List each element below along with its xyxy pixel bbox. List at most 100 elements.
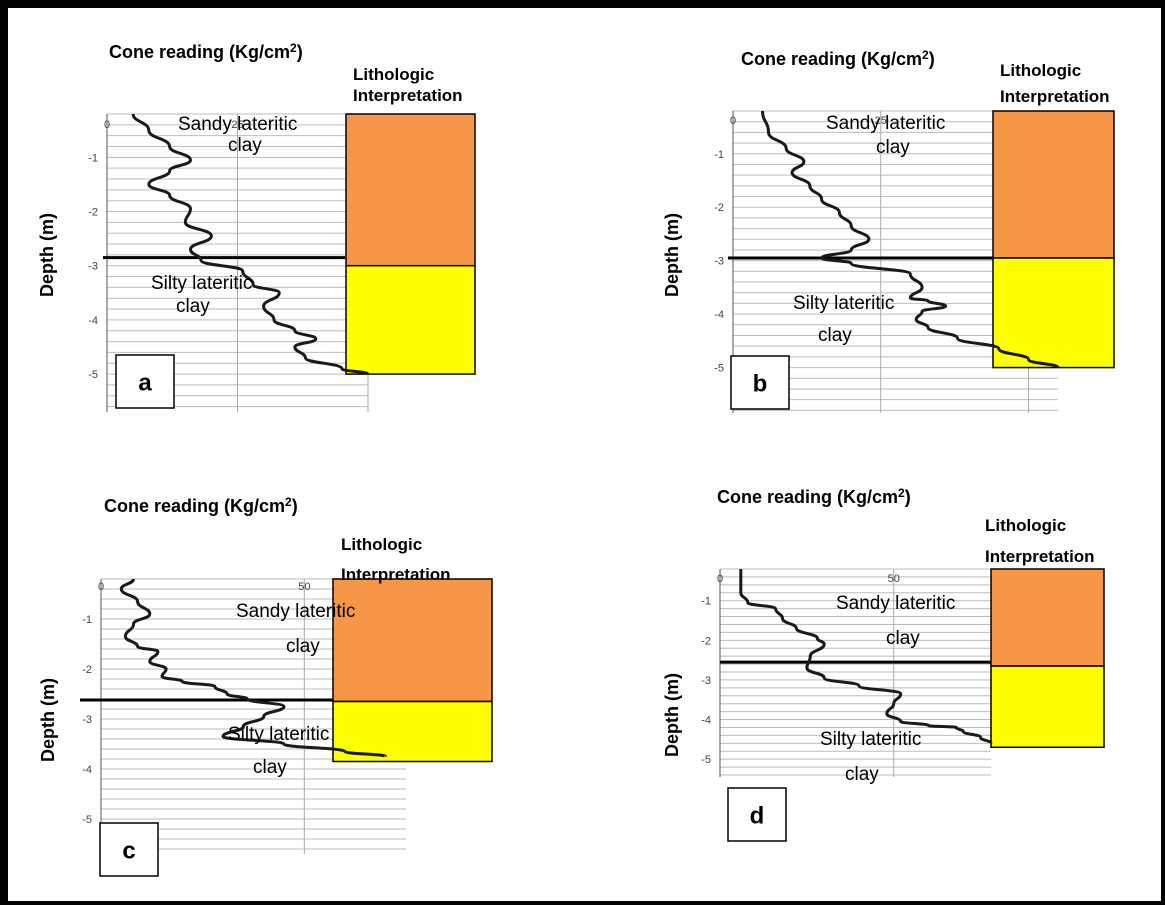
x-axis-label-text: Cone reading (Kg/cm (741, 49, 922, 69)
lithology-layer (345, 113, 476, 267)
x-axis-label-sup: 2 (285, 495, 292, 509)
gridlines (720, 568, 991, 777)
cone-reading-curve (131, 113, 370, 376)
x-tick-label: 50 (888, 573, 900, 585)
panel-label: c (122, 838, 135, 865)
y-tick-label: -2 (714, 202, 724, 214)
y-tick-label: -5 (82, 814, 92, 826)
cone-reading-curve (761, 110, 1060, 370)
layer-annotation: clay (253, 757, 287, 778)
panel-label-box (115, 354, 175, 409)
x-axis-label: Cone reading (Kg/cm2) (104, 495, 298, 516)
x-tick-label: 50 (298, 581, 310, 593)
layer-annotation: Silty lateritic (151, 273, 252, 294)
y-tick-label: -2 (701, 635, 711, 647)
x-axis-label: Cone reading (Kg/cm2) (717, 486, 911, 507)
cone-reading-curve (119, 578, 388, 758)
y-tick-label: -3 (88, 261, 98, 273)
y-axis-label: Depth (m) (662, 673, 682, 757)
layer-annotation: Sandy lateritic (826, 113, 945, 134)
y-tick-label: -3 (701, 675, 711, 687)
panel-label-box (727, 787, 787, 842)
x-axis-label-text: Cone reading (Kg/cm (104, 496, 285, 516)
x-axis-label-sup: 2 (898, 486, 905, 500)
x-axis-label-sup: 2 (922, 48, 929, 62)
lithology-title: Interpretation (1000, 87, 1110, 106)
lithology-layer (990, 665, 1105, 749)
lithology-title: Interpretation (353, 86, 463, 105)
panel-d: 0 50 -1 -2 -3 -4 -5 Cone reading (Kg/cm2) Depth … (662, 486, 1105, 842)
lithology-title: Lithologic (1000, 61, 1081, 80)
lithology-layer (332, 578, 493, 703)
x-tick-label: 0 (104, 119, 110, 131)
x-tick-label: 25 (875, 115, 887, 127)
lithology-title: Interpretation (985, 547, 1095, 566)
x-tick-label: 0 (730, 115, 736, 127)
x-axis-label-text: Cone reading (Kg/cm (717, 487, 898, 507)
lithology-layer (990, 568, 1105, 667)
y-tick-label: -4 (82, 764, 92, 776)
layer-annotation: clay (886, 628, 920, 649)
panel-label: d (750, 803, 765, 830)
lithology-layer (992, 257, 1115, 369)
cone-reading-curve (739, 569, 993, 744)
x-axis-label-text: Cone reading (Kg/cm (109, 42, 290, 62)
layer-annotation: Sandy lateritic (178, 114, 297, 135)
x-axis-label-end: ) (297, 42, 303, 62)
lithology-title: Interpretation (341, 565, 451, 584)
x-tick-label: 25 (231, 119, 243, 131)
layer-annotation: clay (876, 137, 910, 158)
x-tick-label: 0 (98, 581, 104, 593)
y-tick-label: -4 (701, 715, 711, 727)
x-axis-label-end: ) (905, 487, 911, 507)
y-tick-label: -5 (88, 369, 98, 381)
lithology-layer (345, 264, 476, 375)
y-tick-label: -1 (88, 152, 98, 164)
gridlines (107, 113, 369, 412)
layer-annotation: clay (845, 764, 879, 785)
y-axis-label: Depth (m) (37, 213, 57, 297)
y-tick-label: -3 (714, 256, 724, 268)
x-axis-label: Cone reading (Kg/cm2) (741, 48, 935, 69)
x-tick-label: 0 (717, 573, 723, 585)
lithology-title: Lithologic (341, 535, 422, 554)
lithology-layer (332, 700, 493, 763)
layer-annotation: Sandy lateritic (836, 593, 955, 614)
y-tick-label: -1 (82, 614, 92, 626)
panel-label-box (730, 355, 790, 410)
panel-label: b (753, 371, 768, 398)
y-tick-label: -5 (701, 754, 711, 766)
y-axis-label: Depth (m) (38, 678, 58, 762)
layer-annotation: Silty lateritic (820, 729, 921, 750)
y-tick-label: -4 (714, 309, 724, 321)
layer-annotation: clay (818, 325, 852, 346)
panel-label: a (138, 370, 152, 397)
layer-annotation: Silty lateritic (228, 724, 329, 745)
lithology-layer (992, 110, 1115, 259)
lithology-title: Lithologic (985, 516, 1066, 535)
y-tick-label: -5 (714, 363, 724, 375)
y-tick-label: -1 (714, 149, 724, 161)
layer-annotation: Silty lateritic (793, 293, 894, 314)
x-axis-label-end: ) (292, 496, 298, 516)
panel-label-box (99, 822, 159, 877)
panel-c: 0 50 -1 -2 -3 -4 -5 Cone reading (Kg/cm2) Depth … (38, 495, 493, 877)
lithology-title: Lithologic (353, 65, 434, 84)
x-axis-label: Cone reading (Kg/cm2) (109, 41, 303, 62)
x-axis-label-end: ) (929, 49, 935, 69)
x-axis-label-sup: 2 (290, 41, 297, 55)
y-tick-label: -1 (701, 596, 711, 608)
y-axis-label: Depth (m) (662, 213, 682, 297)
y-tick-label: -2 (88, 207, 98, 219)
y-tick-label: -4 (88, 315, 98, 327)
layer-annotation: clay (228, 135, 262, 156)
y-tick-label: -3 (82, 714, 92, 726)
layer-annotation: clay (176, 296, 210, 317)
y-tick-label: -2 (82, 664, 92, 676)
layer-annotation: clay (286, 636, 320, 657)
layer-annotation: Sandy lateritic (236, 601, 355, 622)
